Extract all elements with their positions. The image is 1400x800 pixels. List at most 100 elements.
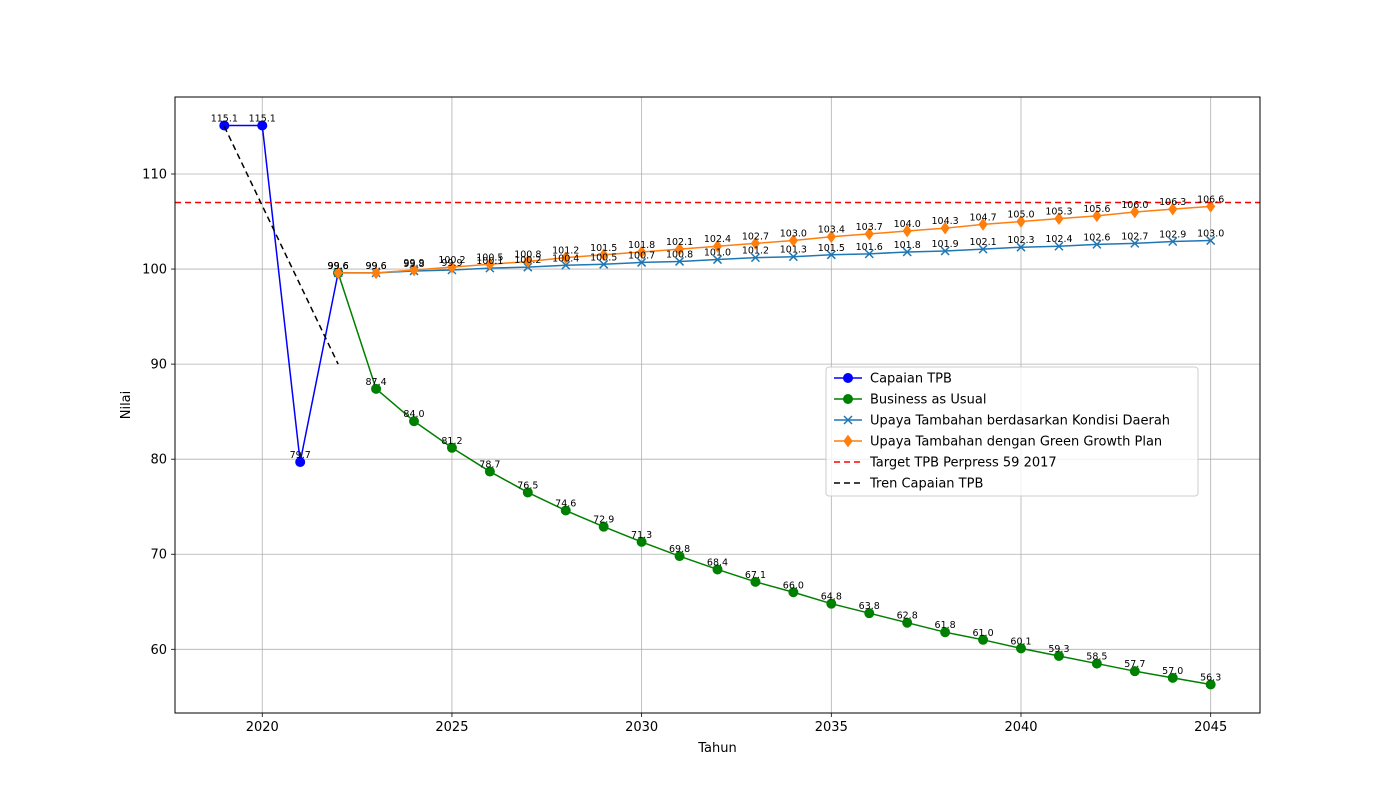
data-point (902, 224, 912, 238)
data-label: 102.9 (1159, 229, 1186, 240)
data-label: 102.1 (969, 237, 996, 248)
data-label: 100.7 (628, 250, 655, 261)
data-label: 99.6 (328, 261, 349, 272)
data-label: 103.0 (1197, 229, 1224, 240)
data-point (484, 466, 495, 477)
data-label: 84.0 (403, 409, 424, 420)
data-label: 72.9 (593, 515, 614, 526)
data-point (978, 634, 989, 645)
legend-entry: Tren Capaian TPB (834, 477, 983, 492)
series-upaya-tambahan-dengan-green-growth-plan (333, 199, 1216, 280)
series-line (337, 272, 1211, 686)
data-point (1130, 205, 1140, 219)
data-label: 71.3 (631, 530, 652, 541)
data-point (636, 536, 647, 547)
data-point (599, 259, 609, 269)
data-point (1053, 650, 1064, 661)
data-point (864, 249, 874, 259)
data-point (295, 457, 306, 468)
data-point (523, 255, 533, 268)
data-point (1054, 241, 1064, 251)
data-point (1054, 212, 1064, 226)
data-label: 81.2 (441, 436, 462, 447)
data-label: 100.8 (666, 249, 693, 260)
data-label: 66.0 (783, 580, 804, 591)
data-point (1092, 209, 1102, 223)
data-label: 100.2 (514, 255, 541, 266)
data-label: 99.6 (328, 261, 349, 272)
data-label: 101.2 (742, 246, 769, 257)
data-point (1091, 658, 1102, 669)
data-label: 105.3 (1045, 207, 1072, 218)
data-label: 104.7 (969, 212, 996, 223)
data-point (978, 218, 988, 231)
data-point (409, 416, 420, 427)
data-point (522, 487, 533, 498)
series-capaian-tpb (219, 120, 344, 468)
data-point (1168, 236, 1178, 247)
y-axis-label: Nilai (119, 391, 134, 420)
data-label: 68.4 (707, 557, 728, 568)
data-point (371, 266, 381, 280)
data-label: 87.4 (365, 377, 386, 388)
data-point (712, 239, 723, 253)
data-label: 100.8 (514, 249, 541, 260)
legend-entry: Upaya Tambahan berdasarkan Kondisi Daera… (834, 414, 1170, 429)
series-line (224, 124, 339, 463)
data-point (675, 256, 685, 266)
data-point (219, 120, 230, 131)
legend-entry: Upaya Tambahan dengan Green Growth Plan (834, 435, 1162, 450)
data-point (371, 383, 382, 394)
data-point (843, 434, 853, 448)
data-label: 60.1 (1010, 636, 1031, 647)
data-point (940, 246, 950, 256)
data-label: 115.1 (211, 114, 238, 125)
data-label: 74.6 (555, 499, 576, 510)
data-point (864, 608, 875, 619)
data-label: 101.3 (780, 245, 807, 256)
data-label: 67.1 (745, 570, 766, 581)
data-label: 104.3 (932, 216, 959, 227)
data-point (1206, 236, 1216, 246)
data-label: 101.5 (590, 243, 617, 254)
data-label: 59.3 (1048, 644, 1069, 655)
data-label: 56.3 (1200, 672, 1221, 683)
data-label: 101.8 (894, 240, 921, 251)
data-label: 115.1 (249, 114, 276, 125)
data-point (826, 598, 837, 609)
data-point (637, 257, 647, 267)
data-label: 100.1 (476, 256, 503, 267)
data-label: 103.4 (818, 225, 845, 236)
data-label: 100.4 (552, 253, 579, 264)
y-tick-label: 60 (150, 643, 167, 658)
data-label: 64.8 (821, 592, 842, 603)
legend-label: Business as Usual (870, 393, 986, 408)
data-point (599, 248, 609, 262)
data-label: 58.5 (1086, 652, 1107, 663)
y-tick-label: 70 (150, 548, 167, 563)
data-point (561, 260, 571, 270)
data-label: 69.8 (669, 544, 690, 555)
data-point (1016, 242, 1026, 252)
data-label: 101.5 (818, 243, 845, 254)
data-point (560, 505, 571, 516)
data-label: 102.6 (1083, 232, 1110, 243)
y-tick-label: 100 (142, 263, 167, 278)
data-point (712, 255, 723, 265)
data-label: 100.5 (476, 252, 503, 263)
data-point (826, 250, 836, 260)
data-label: 106.6 (1197, 194, 1224, 205)
data-point (1205, 679, 1216, 690)
series-line (338, 205, 1211, 274)
data-label: 106.0 (1121, 200, 1148, 211)
x-tick-label: 2025 (435, 720, 468, 735)
data-point (788, 587, 799, 598)
data-label: 78.7 (479, 460, 500, 471)
data-point (826, 230, 836, 244)
data-point (1092, 239, 1102, 249)
data-point (485, 257, 495, 271)
data-point (409, 263, 419, 277)
data-label: 101.6 (856, 242, 883, 253)
legend-label: Capaian TPB (870, 372, 952, 387)
